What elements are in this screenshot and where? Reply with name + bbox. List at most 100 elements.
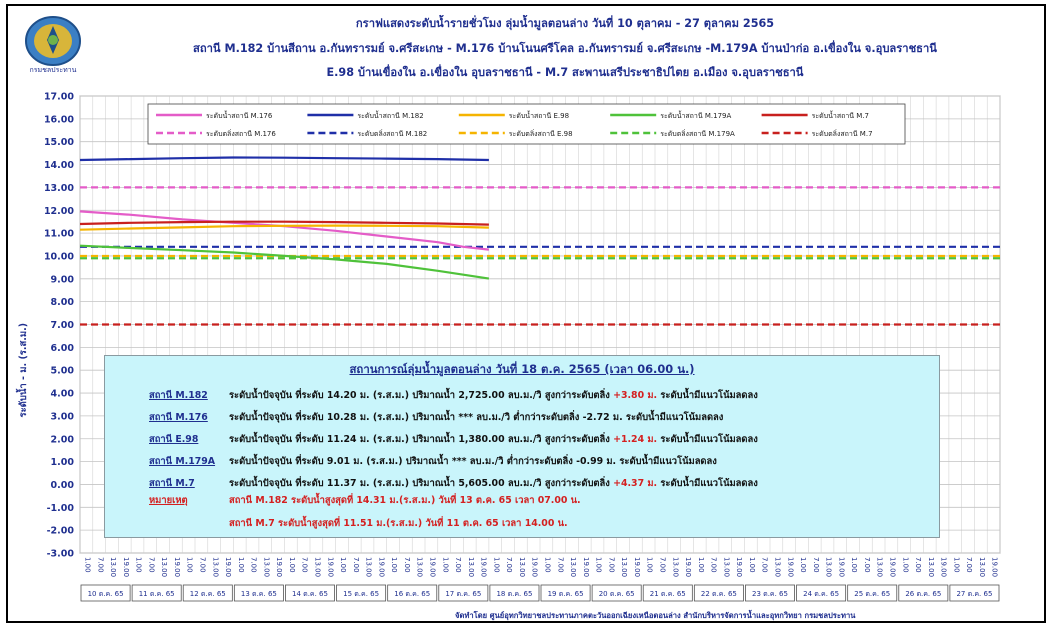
x-tick-label: 13.00: [569, 557, 577, 577]
station-desc: ระดับน้ำปัจจุบัน ที่ระดับ 9.01 ม. (ร.ส.ม…: [229, 456, 577, 467]
x-tick-label: 1.00: [441, 557, 449, 573]
x-tick-label: 19.00: [531, 557, 539, 577]
chart-title-line-3: E.98 บ้านเขื่องใน อ.เขื่องใน อุบลราชธานี…: [326, 66, 804, 79]
x-tick-label: 19.00: [377, 557, 385, 577]
legend-label: ระดับตลิ่งสถานี M.182: [357, 129, 427, 138]
x-tick-label: 7.00: [454, 557, 462, 573]
date-box: [745, 584, 795, 602]
date-box: [847, 584, 898, 602]
x-tick-label: 7.00: [352, 557, 360, 573]
x-tick-label: 7.00: [199, 557, 207, 573]
date-box: [489, 584, 540, 602]
x-tick-label: 19.00: [480, 557, 488, 577]
x-tick-label: 13.00: [876, 557, 884, 577]
date-box: [438, 584, 489, 602]
credit-text: จัดทำโดย ศูนย์อุทกวิทยาชลประทานภาคตะวันอ…: [455, 611, 856, 620]
info-heading: สถานการณ์ลุ่มน้ำมูลตอนล่าง วันที่ 18 ต.ค…: [349, 362, 695, 376]
station-row: สถานี E.98 ระดับน้ำปัจจุบัน ที่ระดับ 11.2…: [149, 432, 758, 447]
x-tick-label: 7.00: [607, 557, 615, 573]
x-tick-label: 13.00: [825, 557, 833, 577]
x-tick-label: 7.00: [710, 557, 718, 573]
x-tick-label: 7.00: [147, 557, 155, 573]
date-label: 10 ต.ค. 65: [88, 590, 124, 598]
station-row: สถานี M.7 ระดับน้ำปัจจุบัน ที่ระดับ 11.37…: [149, 476, 758, 491]
x-tick-label: 1.00: [186, 557, 194, 573]
x-tick-label: 7.00: [914, 557, 922, 573]
legend-label: ระดับน้ำสถานี E.98: [509, 109, 569, 120]
legend-label: ระดับน้ำสถานี M.176: [206, 109, 273, 120]
x-tick-label: 19.00: [889, 557, 897, 577]
water-level-line: [79, 156, 489, 162]
x-tick-label: 1.00: [646, 557, 654, 573]
x-tick-label: 7.00: [556, 557, 564, 573]
x-tick-label: 7.00: [505, 557, 513, 573]
x-tick-label: 7.00: [250, 557, 258, 573]
date-label: 14 ต.ค. 65: [292, 590, 328, 598]
date-box: [693, 584, 744, 602]
date-box: [131, 584, 182, 602]
legend-label: ระดับตลิ่งสถานี M.179A: [660, 129, 735, 138]
date-box: [387, 584, 438, 602]
date-label: 15 ต.ค. 65: [343, 590, 379, 598]
water-level-line: [79, 210, 490, 251]
station-trend: ระดับน้ำมีแนวโน้มลดลง: [657, 478, 758, 489]
station-diff: +4.37 ม.: [613, 478, 658, 489]
x-tick-label: 1.00: [748, 557, 756, 573]
y-tick-label: 14.00: [44, 160, 74, 171]
y-tick-label: 16.00: [44, 114, 74, 125]
date-label: 18 ต.ค. 65: [496, 590, 532, 598]
x-tick-label: 19.00: [837, 557, 845, 577]
date-box: [336, 584, 387, 602]
station-trend: ระดับน้ำมีแนวโน้มลดลง: [616, 456, 717, 467]
logo-text: กรมชลประทาน: [30, 66, 77, 74]
date-box: [80, 584, 131, 602]
x-tick-label: 1.00: [84, 557, 92, 573]
x-tick-label: 1.00: [544, 557, 552, 573]
y-tick-label: 15.00: [44, 137, 74, 148]
x-tick-label: 13.00: [211, 557, 219, 577]
date-box: [796, 584, 847, 602]
x-tick-label: 13.00: [671, 557, 679, 577]
note-line: สถานี M.182 ระดับน้ำสูงสุดที่ 14.31 ม.(ร…: [229, 495, 581, 506]
x-tick-label: 13.00: [365, 557, 373, 577]
legend-label: ระดับตลิ่งสถานี E.98: [509, 129, 573, 138]
date-label: 20 ต.ค. 65: [599, 590, 635, 598]
x-tick-label: 19.00: [786, 557, 794, 577]
x-tick-label: 13.00: [978, 557, 986, 577]
date-box: [591, 584, 642, 602]
x-tick-label: 13.00: [774, 557, 782, 577]
x-tick-label: 13.00: [314, 557, 322, 577]
water-level-line: [79, 244, 490, 280]
note-label: หมายเหตุ: [149, 495, 188, 506]
x-tick-label: 13.00: [262, 557, 270, 577]
x-tick-label: 1.00: [697, 557, 705, 573]
x-tick-label: 13.00: [518, 557, 526, 577]
y-tick-label: 4.00: [51, 389, 75, 400]
x-tick-label: 7.00: [96, 557, 104, 573]
x-tick-label: 13.00: [927, 557, 935, 577]
station-name: สถานี M.176: [149, 412, 208, 423]
station-desc: ระดับน้ำปัจจุบัน ที่ระดับ 11.24 ม. (ร.ส.…: [229, 434, 614, 445]
y-tick-label: 12.00: [44, 206, 74, 217]
y-tick-label: 0.00: [51, 480, 75, 491]
y-tick-label: 10.00: [44, 251, 74, 262]
x-tick-label: 13.00: [467, 557, 475, 577]
x-tick-label: 1.00: [901, 557, 909, 573]
x-tick-label: 1.00: [595, 557, 603, 573]
x-tick-label: 13.00: [416, 557, 424, 577]
station-diff: -0.99 ม.: [576, 456, 617, 467]
date-label: 24 ต.ค. 65: [803, 590, 839, 598]
legend-label: ระดับน้ำสถานี M.7: [812, 109, 869, 120]
x-tick-label: 1.00: [135, 557, 143, 573]
x-tick-label: 19.00: [429, 557, 437, 577]
station-diff: +3.80 ม.: [613, 390, 658, 401]
date-label: 11 ต.ค. 65: [139, 590, 175, 598]
date-box: [285, 584, 335, 602]
station-desc: ระดับน้ำปัจจุบัน ที่ระดับ 11.37 ม. (ร.ส.…: [229, 478, 614, 489]
x-tick-label: 19.00: [122, 557, 130, 577]
y-tick-label: 13.00: [44, 183, 74, 194]
x-tick-label: 19.00: [684, 557, 692, 577]
x-tick-label: 1.00: [492, 557, 500, 573]
y-tick-label: 9.00: [51, 274, 75, 285]
